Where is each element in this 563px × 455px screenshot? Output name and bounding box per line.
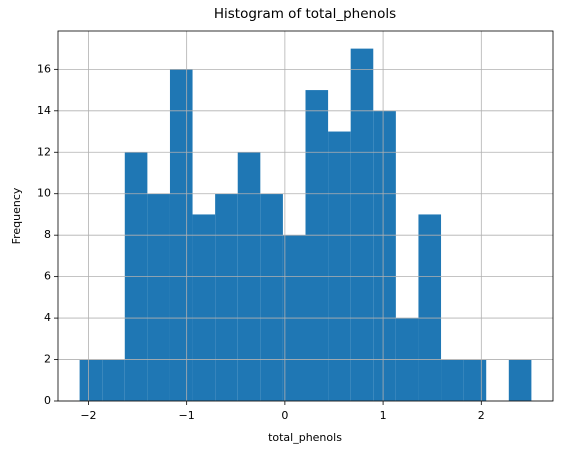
y-tick-label: 12 (37, 145, 51, 158)
x-tick-label: −1 (179, 409, 195, 422)
x-tick-label: −2 (80, 409, 96, 422)
y-tick-label: 2 (44, 353, 51, 366)
bar (373, 110, 396, 401)
bar (508, 359, 532, 401)
bar (147, 193, 170, 401)
y-tick-label: 6 (44, 270, 51, 283)
y-tick-label: 8 (44, 228, 51, 241)
y-tick-label: 10 (37, 187, 51, 200)
bar (441, 359, 464, 401)
y-tick-label: 0 (44, 394, 51, 407)
y-tick-label: 4 (44, 311, 51, 324)
bar (192, 214, 216, 401)
bar (102, 359, 125, 401)
bar (305, 90, 329, 402)
bar (260, 193, 283, 401)
x-tick-label: 2 (478, 409, 485, 422)
y-tick-label: 14 (37, 104, 51, 117)
y-tick-label: 16 (37, 62, 51, 75)
bar (328, 131, 351, 401)
plot-frame (57, 30, 554, 402)
y-axis-label: Frequency (10, 187, 23, 244)
bar (418, 214, 442, 401)
bar (79, 359, 103, 401)
x-tick-label: 1 (380, 409, 387, 422)
x-axis-label: total_phenols (268, 431, 342, 444)
bar (463, 359, 487, 401)
chart-title: Histogram of total_phenols (214, 6, 396, 22)
x-tick-label: 0 (281, 409, 288, 422)
bar (215, 193, 238, 401)
bar (350, 48, 374, 401)
